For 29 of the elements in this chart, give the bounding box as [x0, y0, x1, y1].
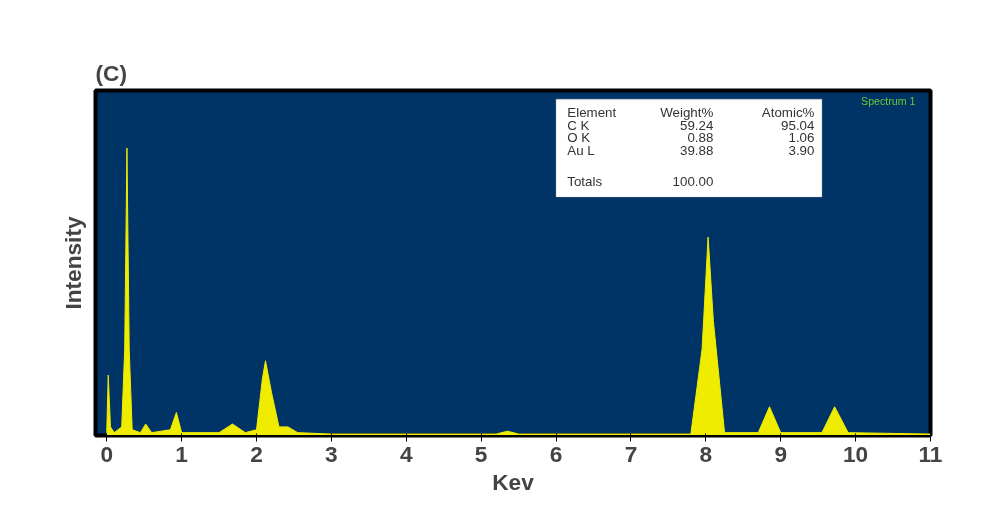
annotation: Au L — [567, 143, 595, 159]
x-tick-label: 9 — [774, 440, 788, 467]
x-tick-label: 3 — [325, 440, 338, 467]
chart-title: (C) — [95, 59, 127, 86]
annotation: 3.90 — [788, 143, 815, 159]
x-tick-label: 4 — [399, 440, 413, 467]
x-tick-label: 5 — [474, 440, 488, 467]
x-tick-label: 0 — [100, 440, 114, 467]
text: 1.06 — [788, 130, 815, 146]
text: Element — [567, 104, 617, 120]
annotation: Totals — [567, 173, 603, 189]
text: O K — [567, 130, 591, 146]
x-tick-label: 1 — [175, 440, 188, 467]
x-tick-label: 11 — [918, 440, 943, 467]
text: Spectrum 1 — [861, 94, 916, 107]
x-axis-title: Kev — [492, 468, 535, 495]
x-tick-label: 8 — [699, 440, 713, 467]
y-axis-title: Intensity — [59, 216, 86, 310]
annotation: 100.00 — [672, 173, 714, 189]
text: 95.04 — [781, 117, 816, 133]
text: C K — [567, 117, 590, 133]
x-tick-label: 2 — [250, 440, 263, 467]
text: 0.88 — [687, 130, 714, 146]
text: Atomic% — [761, 104, 815, 120]
text: Weight% — [660, 104, 714, 120]
x-tick-label: 6 — [549, 440, 563, 467]
annotation: 39.88 — [679, 143, 714, 159]
x-tick-label: 10 — [843, 440, 869, 467]
x-tick-label: 7 — [624, 440, 638, 467]
